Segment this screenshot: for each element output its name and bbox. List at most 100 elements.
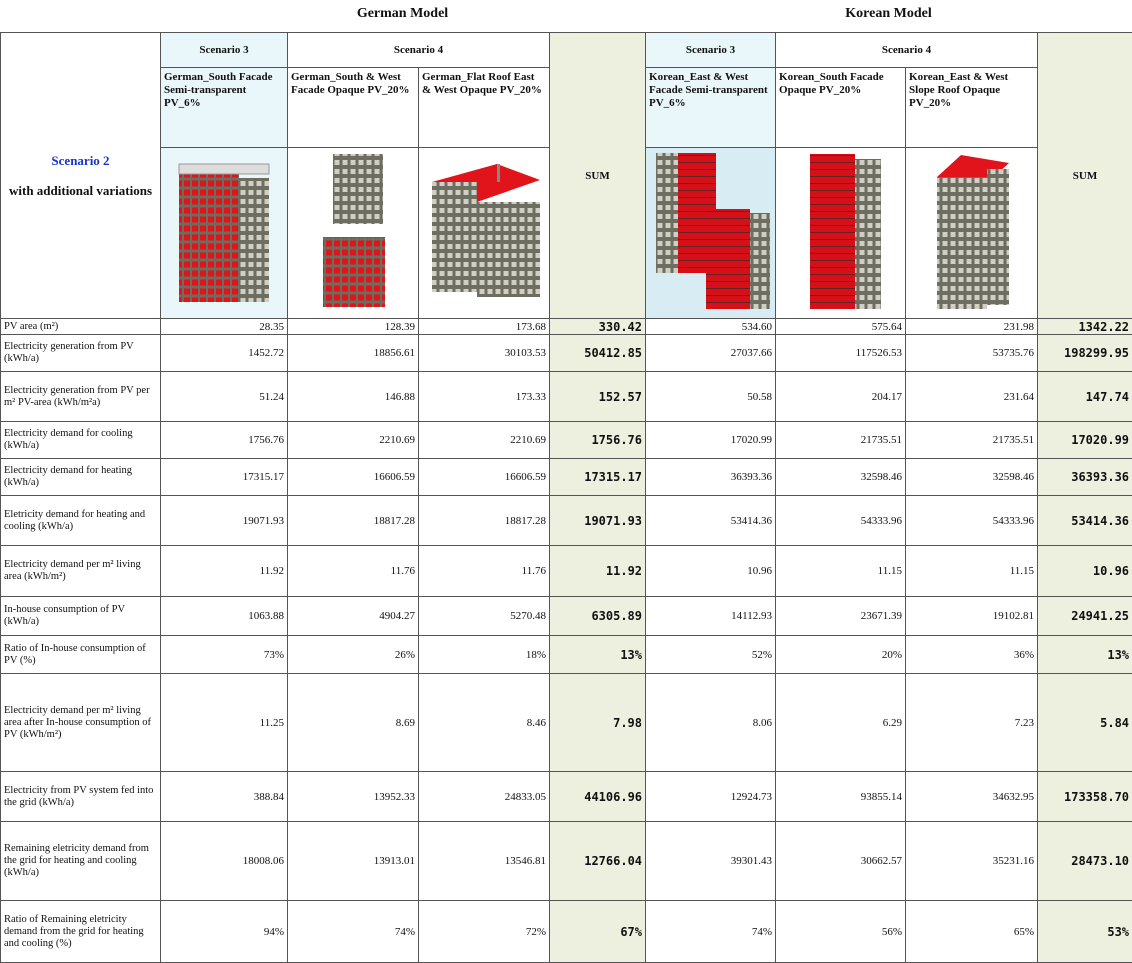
data-row: In-house consumption of PV (kWh/a) 1063.8…	[0, 596, 1132, 636]
value: 11.25	[160, 673, 288, 772]
row-label: Electricity generation from PV (kWh/a)	[0, 334, 161, 372]
scenario-header: Scenario 4	[775, 32, 1039, 68]
sum-value: 13%	[549, 635, 647, 674]
data-row: Ratio of Remaining eletricity demand fro…	[0, 900, 1132, 963]
sum-value: 6305.89	[549, 596, 647, 636]
value: 13546.81	[417, 821, 551, 901]
value: 11.15	[905, 545, 1039, 597]
model-header: German Model Korean Model	[0, 0, 1132, 32]
row-label: Electricity generation from PV per m² PV…	[0, 371, 161, 422]
value: 74%	[287, 900, 419, 963]
value: 35231.16	[905, 821, 1039, 901]
value: 52%	[645, 635, 777, 674]
sum-value: 198299.95	[1037, 334, 1132, 372]
sum-value: 11.92	[549, 545, 647, 597]
value: 30103.53	[417, 334, 551, 372]
row-label: Electricity demand for cooling (kWh/a)	[0, 421, 161, 459]
sum-value: 152.57	[549, 371, 647, 422]
value: 28.35	[160, 318, 288, 335]
variant-name: German_South Facade Semi-transparent PV_…	[160, 67, 288, 148]
value: 173.33	[417, 371, 551, 422]
sum-value: 147.74	[1037, 371, 1132, 422]
image-cell	[287, 147, 419, 319]
value: 65%	[905, 900, 1039, 963]
value: 53414.36	[645, 495, 777, 546]
value: 16606.59	[417, 458, 551, 496]
sum-value: 36393.36	[1037, 458, 1132, 496]
data-row: Electricity demand for cooling (kWh/a) 17…	[0, 421, 1132, 459]
scenario-header: Scenario 3	[160, 32, 288, 68]
data-row: Eletricity demand for heating and coolin…	[0, 495, 1132, 546]
sum-value: 53%	[1037, 900, 1132, 963]
value: 26%	[287, 635, 419, 674]
data-row: Electricity demand per m² living area (k…	[0, 545, 1132, 597]
value: 56%	[775, 900, 907, 963]
value: 117526.53	[775, 334, 907, 372]
sum-value: 1342.22	[1037, 318, 1132, 335]
variant-name: German_Flat Roof East & West Opaque PV_2…	[417, 67, 551, 148]
value: 11.76	[287, 545, 419, 597]
value: 1452.72	[160, 334, 288, 372]
value: 54333.96	[905, 495, 1039, 546]
sum-value: 330.42	[549, 318, 647, 335]
row-label: Electricity from PV system fed into the …	[0, 771, 161, 822]
value: 16606.59	[287, 458, 419, 496]
row-label: Electricity demand per m² living area af…	[0, 673, 161, 772]
data-row: Electricity from PV system fed into the …	[0, 771, 1132, 822]
value: 50.58	[645, 371, 777, 422]
value: 24833.05	[417, 771, 551, 822]
data-row: PV area (m²) 28.35 128.39 173.68 330.42 534.6…	[0, 318, 1132, 335]
sum-value: 53414.36	[1037, 495, 1132, 546]
value: 231.64	[905, 371, 1039, 422]
image-cell	[417, 147, 551, 319]
value: 2210.69	[417, 421, 551, 459]
corner-cell: Scenario 2 with additional variations	[0, 32, 161, 319]
data-row: Remaining eletricity demand from the gri…	[0, 821, 1132, 901]
value: 18008.06	[160, 821, 288, 901]
image-cell	[645, 147, 777, 319]
value: 74%	[645, 900, 777, 963]
sum-value: 13%	[1037, 635, 1132, 674]
sum-value: 173358.70	[1037, 771, 1132, 822]
value: 34632.95	[905, 771, 1039, 822]
image-cell	[160, 147, 288, 319]
value: 18817.28	[287, 495, 419, 546]
value: 8.69	[287, 673, 419, 772]
corner-note: with additional variations	[8, 182, 153, 198]
value: 13913.01	[287, 821, 419, 901]
variant-name: Korean_South Facade Opaque PV_20%	[775, 67, 907, 148]
value: 21735.51	[905, 421, 1039, 459]
variant-name: Korean_East & West Slope Roof Opaque PV_…	[905, 67, 1039, 148]
value: 8.06	[645, 673, 777, 772]
sum-value: 10.96	[1037, 545, 1132, 597]
value: 575.64	[775, 318, 907, 335]
value: 146.88	[287, 371, 419, 422]
building-image	[178, 163, 269, 302]
value: 8.46	[417, 673, 551, 772]
sum-header: SUM	[549, 32, 647, 319]
building-image	[810, 154, 882, 309]
value: 30662.57	[775, 821, 907, 901]
row-label: Ratio of Remaining eletricity demand fro…	[0, 900, 161, 963]
row-label: Eletricity demand for heating and coolin…	[0, 495, 161, 546]
value: 11.15	[775, 545, 907, 597]
value: 32598.46	[905, 458, 1039, 496]
sum-value: 12766.04	[549, 821, 647, 901]
value: 18%	[417, 635, 551, 674]
scenario-header: Scenario 4	[286, 32, 551, 68]
value: 18817.28	[417, 495, 551, 546]
value: 2210.69	[287, 421, 419, 459]
value: 1063.88	[160, 596, 288, 636]
value: 1756.76	[160, 421, 288, 459]
value: 6.29	[775, 673, 907, 772]
sum-value: 1756.76	[549, 421, 647, 459]
row-label: In-house consumption of PV (kWh/a)	[0, 596, 161, 636]
sum-value: 5.84	[1037, 673, 1132, 772]
value: 53735.76	[905, 334, 1039, 372]
building-image	[323, 154, 385, 307]
value: 51.24	[160, 371, 288, 422]
value: 534.60	[645, 318, 777, 335]
sum-value: 17315.17	[549, 458, 647, 496]
value: 21735.51	[775, 421, 907, 459]
